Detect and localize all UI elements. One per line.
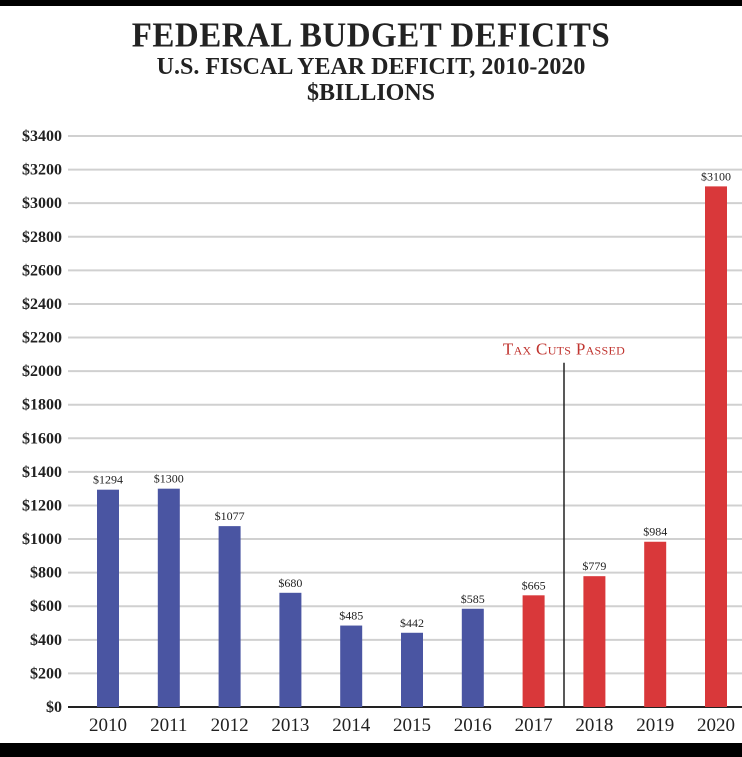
y-tick-label: $2400 (22, 296, 62, 313)
y-tick-label: $600 (30, 598, 62, 615)
bar-2011 (157, 488, 180, 707)
data-label: $1294 (93, 473, 123, 487)
data-label: $585 (461, 592, 485, 606)
y-tick-label: $1200 (22, 497, 62, 514)
bar-2020 (705, 186, 727, 708)
bar-2016 (461, 608, 484, 707)
bar-2018 (583, 576, 606, 707)
y-tick-label: $800 (30, 565, 62, 582)
bar-2017 (522, 595, 545, 707)
bar-2014 (340, 625, 363, 707)
bar-2010 (97, 489, 119, 707)
x-tick-label: 2016 (454, 715, 492, 736)
data-label: $1077 (215, 509, 245, 523)
y-tick-label: $1800 (22, 397, 62, 414)
x-tick-label: 2013 (271, 715, 309, 736)
data-label: $442 (400, 616, 424, 630)
x-tick-label: 2017 (515, 715, 553, 736)
bar-2019 (644, 541, 667, 707)
x-tick-label: 2014 (332, 715, 371, 736)
y-tick-label: $3000 (22, 195, 62, 212)
y-tick-label: $3200 (22, 162, 62, 179)
y-tick-label: $3400 (22, 128, 62, 145)
y-tick-label: $2600 (22, 262, 62, 279)
chart-unit-line: $BILLIONS (306, 80, 436, 106)
x-tick-label: 2019 (636, 715, 674, 736)
data-label: $485 (339, 609, 363, 623)
annotation-label: Tax Cuts Passed (503, 340, 625, 359)
data-label: $665 (522, 578, 546, 592)
x-tick-label: 2020 (697, 715, 735, 736)
x-tick-label: 2012 (211, 715, 249, 736)
chart-title: FEDERAL BUDGET DEFICITS (131, 17, 611, 55)
data-label: $1300 (154, 472, 184, 486)
x-axis-ticks: 2010 2011 2012 2013 2014 2015 2016 2017 2018 2019… (89, 715, 735, 736)
data-label: $680 (278, 576, 302, 590)
x-tick-label: 2011 (150, 715, 187, 736)
x-tick-label: 2018 (575, 715, 613, 736)
bar-2012 (218, 526, 241, 707)
y-tick-label: $0 (46, 699, 62, 716)
data-label: $984 (643, 525, 667, 539)
y-tick-label: $2800 (22, 229, 62, 246)
bar-2015 (401, 632, 423, 707)
y-tick-label: $200 (30, 665, 62, 682)
y-tick-label: $1600 (22, 430, 62, 447)
data-label: $3100 (701, 169, 731, 183)
y-tick-label: $1000 (22, 531, 62, 548)
data-label: $779 (582, 559, 606, 573)
y-tick-label: $1400 (22, 464, 62, 481)
y-tick-label: $2200 (22, 330, 62, 347)
bar-2013 (279, 592, 302, 707)
bars (97, 186, 727, 708)
x-tick-label: 2010 (89, 715, 127, 736)
y-tick-label: $400 (30, 632, 62, 649)
y-tick-label: $2000 (22, 363, 62, 380)
annotation: Tax Cuts Passed (503, 340, 625, 707)
y-axis-ticks: $0 $200 $400 $600 $800 $1000 $1200 $1400 $1600 $1… (22, 128, 62, 716)
chart-frame (0, 6, 742, 743)
x-tick-label: 2015 (393, 715, 431, 736)
data-labels: $1294 $1300 $1077 $680 $485 $442 $585 $665 $779 $… (93, 169, 731, 629)
chart-subtitle: U.S. FISCAL YEAR DEFICIT, 2010-2020 (156, 54, 586, 80)
